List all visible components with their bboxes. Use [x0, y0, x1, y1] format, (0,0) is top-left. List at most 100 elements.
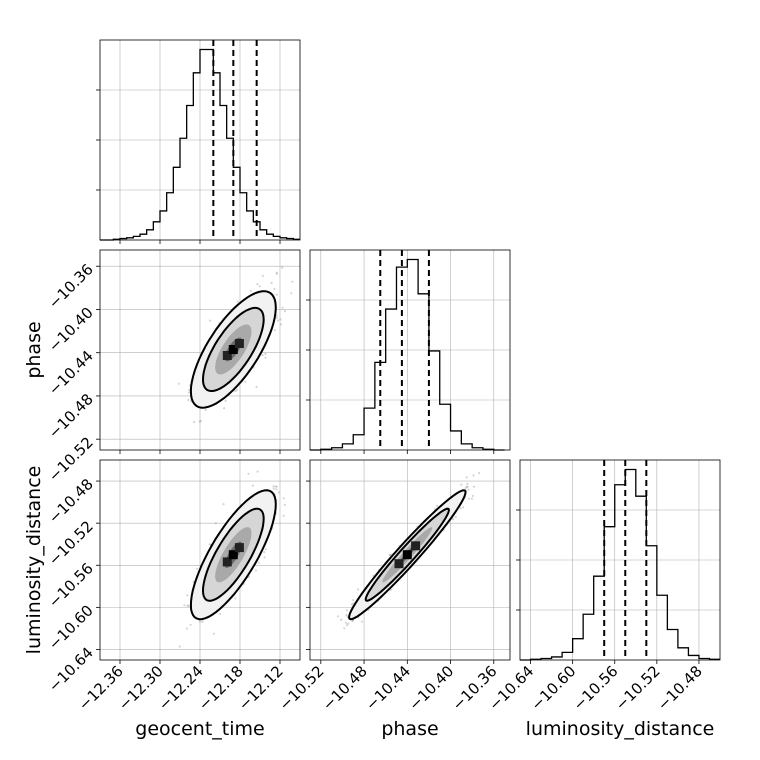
scatter-phase-vs-luminosity-distance-point: [460, 483, 463, 486]
scatter-geocent-time-vs-phase: −10.52−10.48−10.44−10.40−10.36: [45, 249, 301, 485]
scatter-geocent-time-vs-luminosity-distance-point: [282, 497, 285, 500]
scatter-geocent-time-vs-phase-point: [236, 300, 239, 303]
scatter-geocent-time-vs-phase-point: [177, 382, 180, 385]
hist-luminosity-distance-frame: [519, 459, 721, 661]
labels-layer: geocent_time phase luminosity_distance p…: [23, 321, 714, 740]
scatter-geocent-time-vs-luminosity-distance-point: [212, 632, 215, 635]
scatter-geocent-time-vs-luminosity-distance-ytick-label-2: −10.56: [45, 559, 97, 611]
scatter-phase-vs-luminosity-distance-point: [345, 609, 348, 612]
scatter-geocent-time-vs-phase-point: [281, 306, 284, 309]
scatter-geocent-time-vs-phase-point: [199, 419, 202, 423]
scatter-phase-vs-luminosity-distance-point: [351, 619, 354, 623]
scatter-geocent-time-vs-luminosity-distance-core-2: [234, 543, 244, 553]
scatter-geocent-time-vs-luminosity-distance-point: [187, 604, 190, 608]
xlabel-luminosity-distance: luminosity_distance: [526, 718, 715, 740]
scatter-geocent-time-vs-phase-point: [275, 316, 278, 319]
scatter-phase-vs-luminosity-distance-point: [340, 618, 343, 622]
scatter-geocent-time-vs-luminosity-distance-point: [186, 604, 189, 607]
scatter-geocent-time-vs-phase-point: [209, 319, 212, 322]
scatter-phase-vs-luminosity-distance-point: [435, 504, 439, 507]
hist-geocent-time-steps: [100, 48, 300, 241]
scatter-phase-vs-luminosity-distance-xtick-label-0: −10.52: [276, 662, 328, 714]
scatter-phase-vs-luminosity-distance-point: [470, 497, 474, 500]
scatter-geocent-time-vs-luminosity-distance-point: [283, 503, 286, 506]
scatter-geocent-time-vs-phase-ytick-label-3: −10.40: [45, 304, 97, 356]
scatter-geocent-time-vs-phase-point: [264, 352, 267, 356]
scatter-phase-vs-luminosity-distance-point: [357, 588, 360, 591]
scatter-geocent-time-vs-luminosity-distance-point: [189, 623, 192, 626]
scatter-geocent-time-vs-phase-point: [223, 407, 226, 410]
scatter-geocent-time-vs-luminosity-distance-point: [275, 488, 278, 491]
scatter-geocent-time-vs-phase-point: [261, 274, 264, 277]
scatter-geocent-time-vs-luminosity-distance-point: [251, 484, 254, 487]
hist-luminosity-distance-xtick-label-4: −10.48: [654, 662, 706, 714]
scatter-phase-vs-luminosity-distance-point: [459, 507, 462, 510]
scatter-geocent-time-vs-phase-point: [273, 329, 276, 332]
scatter-geocent-time-vs-phase-point: [275, 272, 279, 275]
hist-geocent-time: [96, 39, 301, 244]
scatter-phase-vs-luminosity-distance-points: [336, 471, 481, 630]
scatter-geocent-time-vs-phase-point: [235, 389, 238, 392]
scatter-phase-vs-luminosity-distance-core-2: [411, 541, 421, 551]
scatter-phase-vs-luminosity-distance-point: [473, 485, 476, 488]
scatter-geocent-time-vs-phase-core-0: [222, 351, 232, 360]
xlabel-geocent-time: geocent_time: [135, 718, 264, 740]
scatter-phase-vs-luminosity-distance-point: [350, 603, 353, 606]
scatter-geocent-time-vs-phase-core-2: [234, 339, 244, 348]
scatter-phase-vs-luminosity-distance-core-0: [394, 559, 404, 569]
scatter-geocent-time-vs-phase-point: [275, 293, 278, 296]
scatter-geocent-time-vs-phase-point: [224, 399, 227, 402]
scatter-phase-vs-luminosity-distance-point: [343, 627, 346, 630]
scatter-phase-vs-luminosity-distance-point: [454, 515, 457, 519]
scatter-geocent-time-vs-luminosity-distance-point: [214, 522, 217, 525]
scatter-geocent-time-vs-phase-point: [279, 318, 282, 321]
scatter-geocent-time-vs-luminosity-distance-ytick-label-3: −10.52: [45, 517, 97, 569]
scatter-geocent-time-vs-phase-point: [249, 289, 252, 292]
scatter-phase-vs-luminosity-distance-point: [465, 476, 468, 479]
scatter-phase-vs-luminosity-distance-point: [347, 622, 350, 625]
scatter-geocent-time-vs-luminosity-distance-point: [257, 561, 260, 564]
scatter-phase-vs-luminosity-distance: −10.52−10.48−10.44−10.40−10.36: [276, 459, 511, 714]
scatter-geocent-time-vs-phase-point: [270, 281, 273, 284]
scatter-geocent-time-vs-phase-ytick-label-1: −10.48: [45, 390, 97, 442]
scatter-geocent-time-vs-phase-point: [283, 310, 287, 313]
scatter-phase-vs-luminosity-distance-point: [360, 620, 363, 623]
scatter-geocent-time-vs-phase-core-1: [228, 345, 238, 354]
scatter-phase-vs-luminosity-distance-point: [389, 554, 392, 557]
scatter-geocent-time-vs-luminosity-distance-point: [186, 594, 189, 597]
panels-layer: −10.64−10.60−10.56−10.52−10.48−10.52−10.…: [45, 39, 721, 714]
scatter-phase-vs-luminosity-distance-point: [344, 621, 348, 624]
scatter-geocent-time-vs-phase-ytick-label-4: −10.36: [45, 260, 97, 312]
scatter-geocent-time-vs-luminosity-distance-point: [222, 503, 225, 506]
scatter-geocent-time-vs-phase-ytick-label-0: −10.52: [45, 433, 97, 485]
scatter-phase-vs-luminosity-distance-point: [462, 506, 465, 509]
scatter-geocent-time-vs-luminosity-distance-xtick-label-4: −12.12: [235, 662, 287, 714]
scatter-geocent-time-vs-luminosity-distance-point: [263, 551, 266, 554]
scatter-geocent-time-vs-luminosity-distance-ytick-label-1: −10.60: [45, 601, 97, 653]
scatter-phase-vs-luminosity-distance-point: [467, 497, 470, 500]
scatter-geocent-time-vs-phase-point: [290, 292, 293, 295]
scatter-geocent-time-vs-phase-point: [291, 280, 294, 283]
scatter-geocent-time-vs-luminosity-distance-point: [282, 514, 285, 517]
scatter-geocent-time-vs-luminosity-distance-point: [264, 548, 267, 551]
scatter-geocent-time-vs-phase-point: [255, 385, 258, 389]
scatter-geocent-time-vs-phase-point: [273, 287, 276, 290]
scatter-geocent-time-vs-phase-point: [188, 388, 191, 391]
scatter-geocent-time-vs-phase-point: [198, 420, 201, 423]
scatter-geocent-time-vs-phase-point: [204, 408, 207, 412]
scatter-phase-vs-luminosity-distance-point: [466, 482, 469, 485]
scatter-geocent-time-vs-phase-point: [187, 391, 190, 394]
scatter-geocent-time-vs-phase-point: [261, 354, 264, 357]
scatter-phase-vs-luminosity-distance-point: [464, 487, 467, 490]
hist-luminosity-distance: −10.64−10.60−10.56−10.52−10.48: [485, 459, 721, 714]
hist-phase-steps: [310, 258, 505, 451]
scatter-phase-vs-luminosity-distance-point: [467, 488, 470, 491]
scatter-geocent-time-vs-luminosity-distance-point: [201, 620, 204, 624]
scatter-phase-vs-luminosity-distance-point: [465, 485, 468, 488]
scatter-geocent-time-vs-phase-point: [276, 319, 279, 322]
scatter-phase-vs-luminosity-distance-point: [451, 518, 455, 521]
scatter-geocent-time-vs-phase-point: [275, 271, 278, 274]
scatter-geocent-time-vs-luminosity-distance-point: [256, 470, 259, 473]
scatter-phase-vs-luminosity-distance-point: [388, 553, 392, 557]
